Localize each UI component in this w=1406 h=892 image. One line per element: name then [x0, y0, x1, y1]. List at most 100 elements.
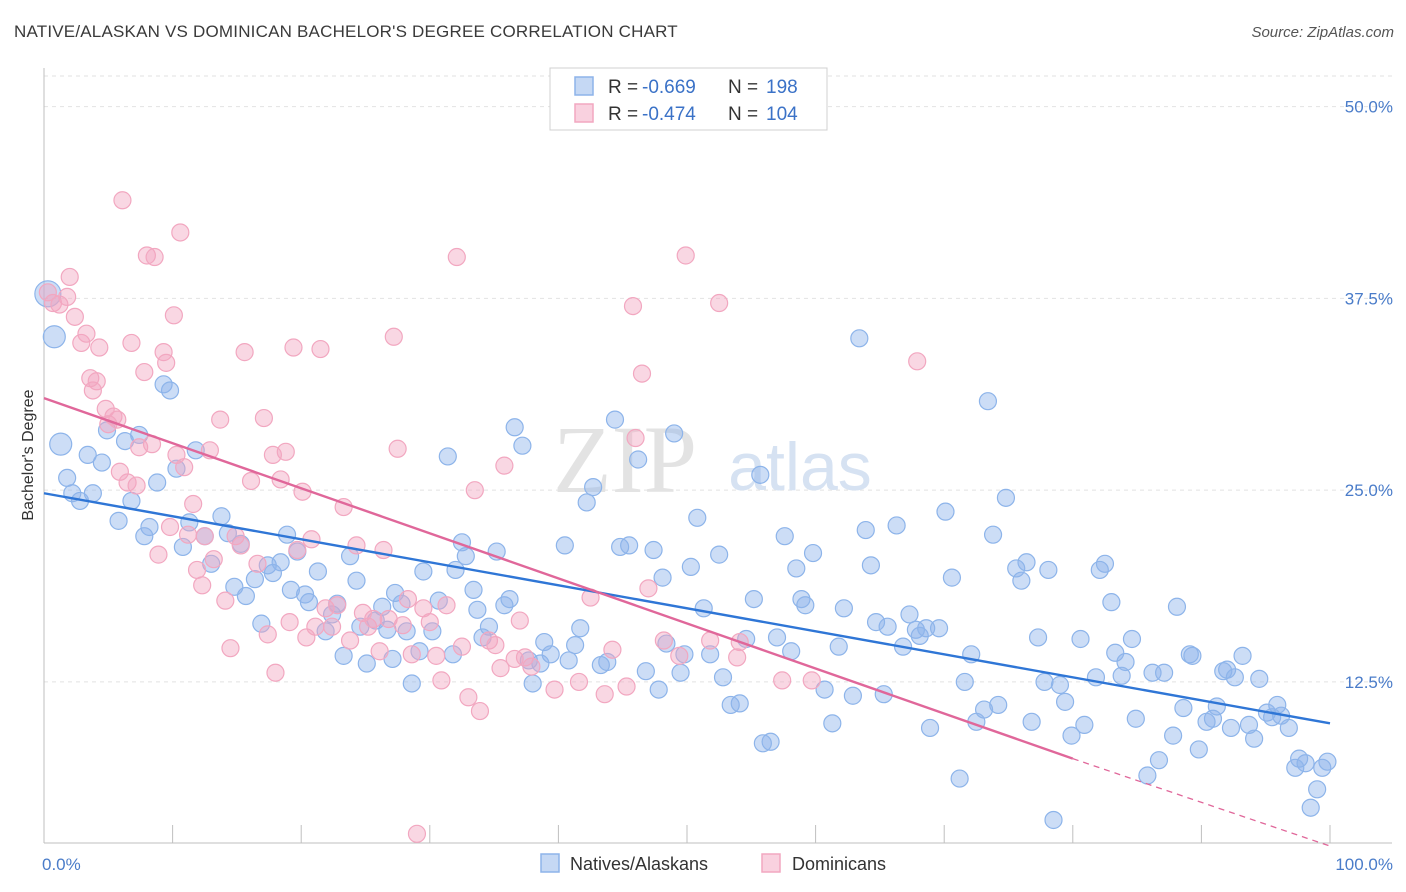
dominicans-point: [452, 637, 472, 656]
bottom-legend-natives: Natives/Alaskans: [570, 854, 708, 874]
natives-point: [815, 680, 834, 699]
dominicans-point: [72, 333, 91, 353]
natives-point: [1233, 646, 1252, 665]
dominicans-point: [447, 247, 466, 267]
dominicans-point: [340, 631, 360, 650]
natives-point: [787, 559, 806, 578]
legend-n-label: N =: [728, 104, 758, 125]
dominicans-point: [639, 579, 658, 598]
natives-point: [644, 540, 663, 560]
dominicans-point: [137, 246, 156, 265]
dominicans-point: [280, 613, 299, 632]
dominicans-point: [248, 554, 267, 573]
natives-point: [996, 488, 1016, 507]
natives-point: [744, 589, 763, 609]
natives-point: [936, 502, 955, 521]
natives-point: [761, 732, 780, 751]
dominicans-point: [654, 631, 673, 650]
natives-point: [559, 651, 578, 670]
bottom-legend-swatch-dominicans: [761, 853, 781, 873]
natives-point: [1071, 629, 1090, 649]
x-tick-label-start: 0.0%: [42, 855, 81, 874]
y-tick-label: 37.5%: [1345, 289, 1393, 308]
dominicans-point: [491, 659, 510, 678]
natives-point: [942, 568, 962, 587]
natives-point: [1279, 718, 1298, 738]
dominicans-point: [545, 680, 564, 699]
natives-point: [681, 557, 700, 576]
dominicans-point: [50, 295, 69, 314]
dominicans-point: [420, 613, 439, 632]
natives-point: [334, 646, 353, 665]
natives-point: [1102, 593, 1121, 612]
natives-point: [1290, 749, 1309, 768]
trend-line-natives: [43, 492, 1331, 725]
natives-point: [878, 617, 897, 636]
natives-point: [866, 613, 886, 632]
axes: [43, 68, 1392, 844]
natives-point: [1250, 669, 1269, 688]
legend-n-label: N =: [728, 77, 758, 98]
natives-point: [1174, 698, 1193, 718]
natives-point: [135, 527, 154, 546]
natives-point: [1245, 729, 1264, 748]
natives-point: [316, 622, 335, 641]
dominicans-point: [328, 596, 347, 615]
dominicans-point: [322, 617, 342, 636]
natives-point: [1301, 798, 1320, 817]
x-tick-label-end: 100.0%: [1335, 855, 1393, 874]
trend-line-dominicans: [43, 397, 1074, 760]
dominicans-point: [710, 293, 729, 313]
dominicans-point: [211, 410, 230, 429]
natives-point: [584, 478, 603, 497]
dominicans-point: [135, 362, 154, 382]
natives-point: [649, 680, 668, 699]
natives-point: [456, 547, 475, 566]
natives-point: [636, 662, 655, 681]
dominicans-point: [773, 671, 792, 690]
natives-point: [1075, 715, 1094, 734]
natives-point: [500, 589, 519, 609]
bottom-legend-dominicans: Dominicans: [792, 854, 886, 874]
natives-point: [713, 668, 733, 687]
dominicans-point: [96, 399, 115, 418]
natives-point: [513, 436, 532, 455]
natives-point: [1035, 672, 1054, 692]
natives-point: [730, 694, 749, 713]
dominicans-point: [510, 611, 529, 630]
natives-point: [468, 600, 487, 619]
dominicans-point: [311, 339, 330, 359]
natives-point: [42, 325, 66, 349]
watermark-zip: ZIP: [553, 406, 697, 513]
dominicans-point: [398, 589, 418, 609]
natives-point: [1062, 726, 1081, 745]
natives-point: [974, 700, 994, 719]
natives-point: [823, 714, 842, 733]
dominicans-point: [60, 267, 79, 287]
natives-point: [955, 672, 974, 692]
dominicans-point: [195, 527, 214, 546]
dominicans-point: [149, 545, 168, 564]
legend-n-value-natives: 198: [766, 77, 798, 98]
dominicans-point: [77, 324, 96, 343]
natives-point: [1138, 766, 1157, 785]
natives-point: [1164, 726, 1183, 745]
natives-point: [917, 619, 936, 638]
natives-point: [83, 484, 102, 503]
y-axis-label: Bachelor's Degree: [20, 389, 37, 520]
natives-point: [1207, 697, 1226, 716]
legend-swatch-natives: [574, 76, 594, 96]
natives-point: [1308, 780, 1327, 799]
dominicans-point: [617, 677, 636, 696]
natives-point: [856, 520, 875, 540]
natives-point: [1126, 709, 1145, 728]
natives-point: [1183, 646, 1202, 665]
dominicans-point: [258, 625, 277, 644]
dominicans-point: [569, 672, 589, 692]
natives-point: [438, 447, 457, 466]
dominicans-point: [216, 591, 235, 610]
legend-n-value-dominicans: 104: [766, 104, 798, 125]
dominicans-point: [235, 343, 254, 362]
natives-point: [357, 654, 376, 673]
